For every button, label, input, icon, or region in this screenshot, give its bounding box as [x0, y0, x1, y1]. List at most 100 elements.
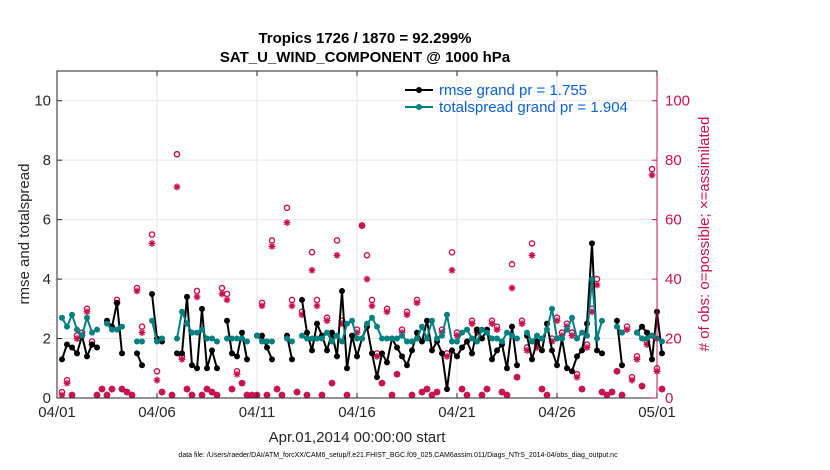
rmse-point-18 — [179, 350, 185, 357]
rmse-point-52 — [374, 374, 380, 381]
plot-area — [58, 150, 666, 399]
obs-assimilated-point-58 — [363, 275, 371, 283]
rmse-point-0 — [59, 356, 65, 363]
rmse-point-14 — [149, 290, 155, 297]
totalspread-point-11 — [119, 323, 125, 330]
rmse-point-38 — [304, 329, 310, 336]
totalspread-point-95 — [594, 335, 600, 342]
obs-possible-point-44 — [288, 296, 296, 304]
obs-possible-point-40 — [268, 237, 276, 244]
rmse-point-26 — [224, 317, 230, 324]
obs-assimilated-point-32 — [228, 385, 236, 393]
rmse-point-71 — [469, 350, 475, 357]
obs-assimilated-point-68 — [413, 299, 421, 307]
totalspread-point-49 — [359, 335, 365, 342]
totalspread-point-78 — [504, 329, 510, 336]
totalspread-point-93 — [584, 332, 590, 339]
totalspread-point-85 — [544, 326, 550, 333]
rmse-point-100 — [639, 323, 645, 330]
totalspread-point-8 — [104, 320, 110, 327]
obs-possible-point-75 — [448, 249, 456, 256]
totalspread-point-102 — [649, 332, 655, 339]
totalspread-point-79 — [509, 332, 515, 339]
totalspread-point-44 — [334, 332, 340, 339]
rmse-point-47 — [349, 332, 355, 339]
totalspread-point-77 — [499, 338, 505, 345]
rmse-point-36 — [289, 356, 295, 363]
totalspread-point-52 — [374, 323, 380, 330]
totalspread-point-10 — [114, 326, 120, 333]
rmse-point-91 — [574, 353, 580, 360]
y-tick-label-3: 6 — [43, 212, 51, 229]
obs-assimilated-point-54 — [338, 320, 346, 328]
rmse-point-27 — [229, 350, 235, 357]
y-tick-label-0: 0 — [43, 390, 51, 407]
obs-assimilated-point-107 — [608, 388, 616, 396]
obs-assimilated-point-0 — [58, 391, 66, 399]
obs-assimilated-point-21 — [173, 183, 181, 191]
totalspread-point-64 — [434, 335, 440, 342]
y-axis-left: 0 2 4 6 8 10 — [34, 93, 62, 407]
rmse-point-53 — [379, 350, 385, 357]
obs-possible-point-53 — [333, 237, 341, 244]
x-tick-label-6: 05/01 — [638, 404, 676, 421]
legend-label-0: rmse grand pr = 1.755 — [439, 82, 587, 99]
y2-tick-label-3: 60 — [665, 212, 682, 229]
obs-assimilated-point-38 — [258, 302, 266, 310]
rmse-point-102 — [649, 356, 655, 363]
y2-tick-label-0: 0 — [665, 390, 673, 407]
obs-assimilated-point-59 — [368, 302, 376, 310]
totalspread-point-66 — [444, 311, 450, 318]
rmse-point-104 — [659, 350, 665, 357]
obs-assimilated-point-20 — [168, 391, 176, 399]
totalspread-point-31 — [254, 332, 260, 339]
obs-assimilated-point-99 — [568, 332, 576, 339]
obs-assimilated-point-100 — [573, 373, 581, 381]
obs-assimilated-point-17 — [148, 240, 156, 247]
rmse-point-32 — [259, 332, 265, 339]
rmse-point-70 — [464, 338, 470, 345]
totalspread-point-18 — [179, 308, 185, 315]
rmse-point-20 — [189, 362, 195, 369]
obs-assimilated-point-30 — [218, 290, 226, 298]
rmse-point-13 — [139, 362, 145, 369]
rmse-point-10 — [114, 299, 120, 306]
totalspread-point-50 — [364, 320, 370, 327]
rmse-point-79 — [509, 323, 515, 330]
rmse-point-43 — [329, 329, 335, 336]
obs-assimilated-point-95 — [548, 338, 556, 345]
rmse-point-44 — [334, 353, 340, 360]
rmse-point-78 — [504, 365, 510, 372]
totalspread-point-98 — [619, 329, 625, 336]
obs-assimilated-point-13 — [123, 388, 131, 396]
grid — [56, 71, 658, 399]
rmse-point-89 — [564, 365, 570, 372]
totalspread-point-59 — [409, 338, 415, 345]
totalspread-point-30 — [244, 338, 250, 345]
rmse-point-5 — [84, 353, 90, 360]
rmse-point-97 — [614, 317, 620, 324]
totalspread-point-37 — [299, 332, 305, 339]
rmse-point-24 — [209, 347, 215, 354]
obs-assimilated-point-112 — [633, 355, 641, 363]
totalspread-point-48 — [354, 335, 360, 342]
obs-assimilated-point-41 — [273, 385, 281, 393]
totalspread-point-83 — [534, 332, 540, 339]
obs-assimilated-point-16 — [138, 329, 146, 336]
chart-title: Tropics 1726 / 1870 = 92.299% — [258, 30, 471, 47]
rmse-point-51 — [369, 350, 375, 357]
y-tick-label-4: 8 — [43, 152, 51, 169]
rmse-point-95 — [594, 347, 600, 354]
obs-assimilated-point-93 — [538, 385, 546, 393]
totalspread-point-36 — [289, 338, 295, 345]
obs-assimilated-point-57 — [358, 222, 366, 229]
obs-assimilated-point-76 — [453, 332, 461, 339]
totalspread-point-40 — [314, 335, 320, 342]
rmse-point-96 — [599, 350, 605, 357]
rmse-point-30 — [244, 356, 250, 363]
obs-assimilated-point-86 — [503, 391, 511, 399]
rmse-point-46 — [344, 365, 350, 372]
totalspread-point-41 — [319, 335, 325, 342]
rmse-point-29 — [239, 329, 245, 336]
totalspread-point-88 — [559, 335, 565, 342]
